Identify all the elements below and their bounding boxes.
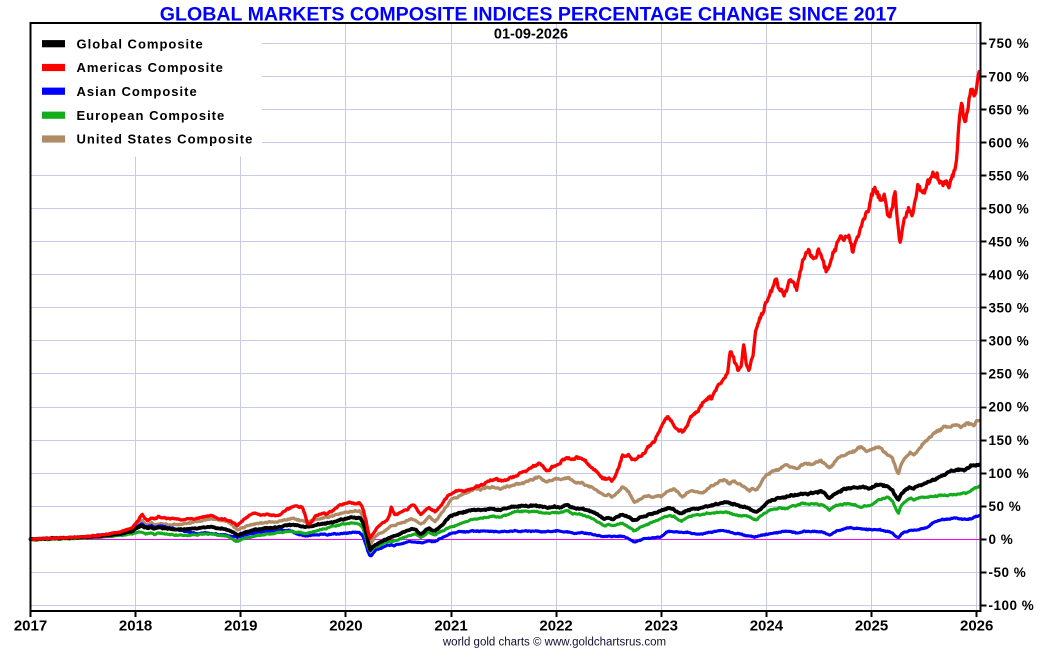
svg-text:2022: 2022 bbox=[539, 618, 572, 635]
svg-text:2021: 2021 bbox=[434, 618, 467, 635]
svg-text:700 %: 700 % bbox=[989, 69, 1030, 84]
svg-text:300 %: 300 % bbox=[989, 334, 1030, 349]
svg-text:world gold charts © www.goldch: world gold charts © www.goldchartsrus.co… bbox=[442, 637, 666, 649]
svg-text:2018: 2018 bbox=[119, 618, 152, 635]
svg-text:United States Composite: United States Composite bbox=[77, 132, 254, 147]
svg-text:01-09-2026: 01-09-2026 bbox=[494, 27, 568, 43]
svg-text:100 %: 100 % bbox=[989, 466, 1030, 481]
svg-text:650 %: 650 % bbox=[989, 102, 1030, 117]
svg-text:2023: 2023 bbox=[645, 618, 678, 635]
svg-text:Americas Composite: Americas Composite bbox=[77, 60, 224, 75]
svg-text:Asian Composite: Asian Composite bbox=[77, 84, 198, 99]
svg-text:2017: 2017 bbox=[14, 618, 47, 635]
svg-text:-50 %: -50 % bbox=[989, 565, 1027, 580]
svg-text:350 %: 350 % bbox=[989, 301, 1030, 316]
svg-text:-100 %: -100 % bbox=[989, 598, 1035, 613]
svg-text:150 %: 150 % bbox=[989, 433, 1030, 448]
svg-text:2026: 2026 bbox=[960, 618, 993, 635]
svg-text:500 %: 500 % bbox=[989, 201, 1030, 216]
svg-text:2019: 2019 bbox=[224, 618, 257, 635]
svg-text:750 %: 750 % bbox=[989, 36, 1030, 51]
svg-text:European Composite: European Composite bbox=[77, 108, 226, 123]
svg-text:2020: 2020 bbox=[329, 618, 362, 635]
svg-text:0 %: 0 % bbox=[989, 532, 1014, 547]
svg-text:50 %: 50 % bbox=[989, 499, 1022, 514]
svg-text:Global Composite: Global Composite bbox=[77, 36, 204, 51]
svg-text:250 %: 250 % bbox=[989, 367, 1030, 382]
svg-text:2024: 2024 bbox=[750, 618, 784, 635]
svg-text:2025: 2025 bbox=[855, 618, 888, 635]
svg-text:200 %: 200 % bbox=[989, 400, 1030, 415]
svg-text:400 %: 400 % bbox=[989, 268, 1030, 283]
svg-text:550 %: 550 % bbox=[989, 168, 1030, 183]
svg-text:600 %: 600 % bbox=[989, 135, 1030, 150]
svg-text:450 %: 450 % bbox=[989, 235, 1030, 250]
svg-text:GLOBAL MARKETS COMPOSITE INDIC: GLOBAL MARKETS COMPOSITE INDICES PERCENT… bbox=[160, 4, 898, 26]
